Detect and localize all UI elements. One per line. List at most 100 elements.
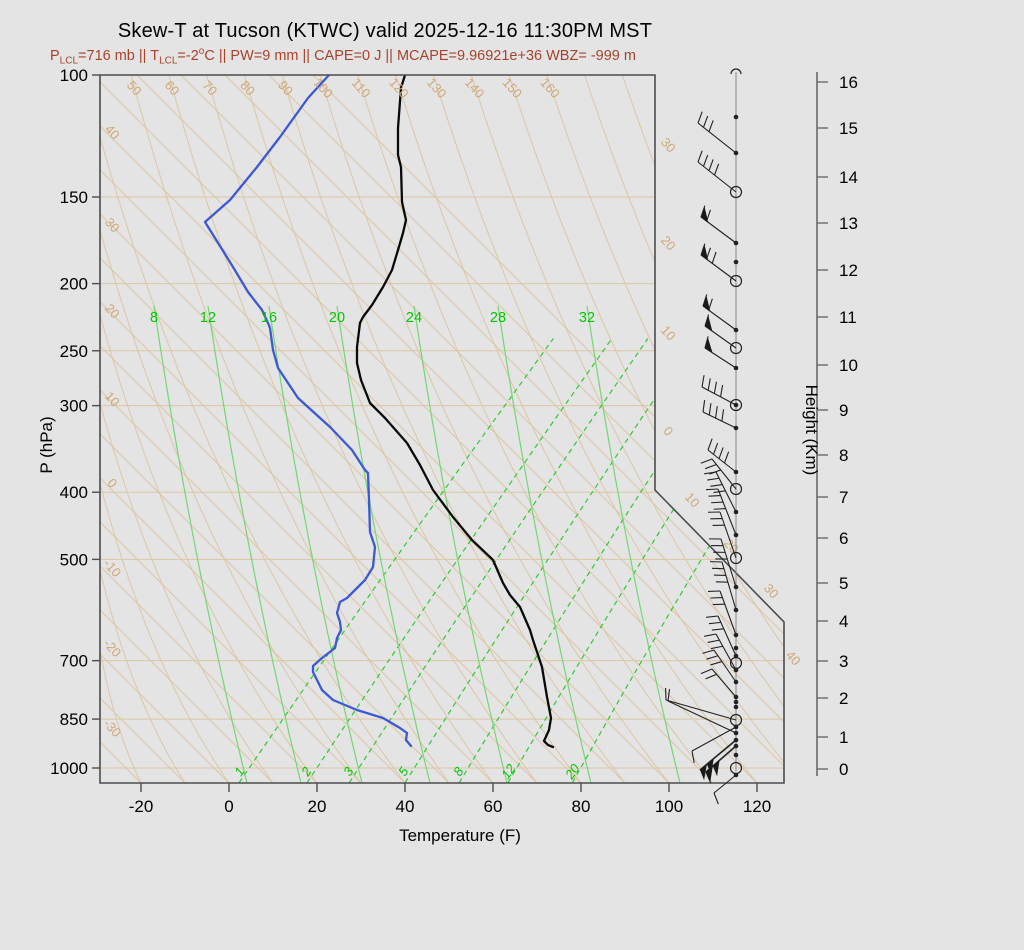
moist-adiabat-line <box>413 305 508 783</box>
mixing-ratio-line <box>404 338 696 783</box>
mixing-ratio-line <box>348 338 649 783</box>
height-tick-label: 10 <box>839 356 858 375</box>
pressure-tick-label: 150 <box>60 188 88 207</box>
isotherm-line <box>100 75 318 783</box>
height-tick-label: 3 <box>839 652 848 671</box>
wind-level-dot <box>733 114 739 120</box>
dry-adiabat-line <box>697 75 784 783</box>
mixing-ratio-label: 5 <box>395 764 412 779</box>
mixing-ratio-line <box>306 338 613 783</box>
wind-barb-flag <box>701 244 709 261</box>
height-tick-label: 9 <box>839 401 848 420</box>
wind-barb-flag <box>700 764 707 781</box>
height-tick-label: 16 <box>839 73 858 92</box>
wind-barb-tick <box>704 633 717 637</box>
moist-adiabat-label: 20 <box>329 310 345 326</box>
dry-adiabat-label-top: 120 <box>386 75 412 101</box>
wind-level-dot <box>733 259 739 265</box>
wind-level-dot <box>733 645 739 651</box>
isotherm-line <box>100 75 714 783</box>
height-tick-label: 7 <box>839 488 848 507</box>
moist-adiabat-line <box>207 305 302 783</box>
wind-barb-staff <box>701 386 737 406</box>
wind-barb-staff <box>719 590 737 636</box>
wind-barb-staff <box>691 726 737 752</box>
isotherm-line <box>100 75 626 783</box>
subtitle-segment: P <box>50 47 60 64</box>
subtitle-segment: LCL <box>59 55 79 67</box>
wind-level-dot <box>733 752 739 758</box>
isotherm-line <box>224 75 784 783</box>
pressure-tick-label: 100 <box>60 66 88 85</box>
dry-adiabat-line <box>100 314 318 783</box>
height-tick-label: 8 <box>839 446 848 465</box>
dry-adiabat-line <box>100 649 142 783</box>
dry-adiabat-label-top: 80 <box>237 78 258 99</box>
wind-barb-staff <box>717 488 737 536</box>
dry-adiabat-label-left: 0 <box>104 475 120 490</box>
height-tick-label: 4 <box>839 612 848 631</box>
wind-barb-tick <box>713 792 719 805</box>
wind-barb-tick <box>708 494 721 497</box>
dry-adiabat-label-left: 40 <box>102 122 123 143</box>
dry-adiabat-label-top: 140 <box>462 75 488 101</box>
temperature-tick-label: 100 <box>655 797 683 816</box>
moist-adiabat-label: 12 <box>200 310 216 326</box>
dry-adiabat-label-top: 90 <box>275 78 296 99</box>
wind-barb-tick <box>702 154 709 167</box>
wind-barb-tick <box>704 471 717 475</box>
pressure-tick-label: 1000 <box>50 759 88 778</box>
dry-adiabat-line <box>395 75 758 783</box>
subtitle-segment: =-2 <box>177 47 199 64</box>
wind-barb-tick <box>708 621 721 625</box>
moist-adiabat-line <box>153 305 248 783</box>
wind-barb-tick <box>713 163 720 176</box>
subtitle-segment: =716 mb || T <box>78 47 160 64</box>
dry-adiabat-label-right: 10 <box>658 323 679 344</box>
dry-adiabat-line <box>281 75 626 783</box>
dry-adiabat-label-left: 30 <box>102 215 123 236</box>
wind-barb-tick <box>721 409 725 422</box>
isotherm-line <box>180 75 784 783</box>
wind-level-circle <box>729 398 743 412</box>
sounding-curves-layer <box>203 75 555 749</box>
wind-level-dot <box>733 704 739 710</box>
mixing-ratio-label: 8 <box>450 764 467 779</box>
wind-level-dot <box>733 699 739 705</box>
height-tick-label: 5 <box>839 574 848 593</box>
isotherm-line <box>0 75 9 783</box>
temperature-tick-label: -20 <box>129 797 154 816</box>
chart-subtitle: PLCL=716 mb || TLCL=-2oC || PW=9 mm || C… <box>50 46 636 67</box>
mixing-ratio-label: 20 <box>561 761 583 783</box>
temperature-tick-label: 20 <box>308 797 327 816</box>
wind-barb-staff <box>717 615 737 657</box>
wind-barb-tick <box>702 115 709 128</box>
wind-barb-flag <box>703 295 711 312</box>
height-tick-label: 12 <box>839 261 858 280</box>
isotherm-line <box>100 75 230 783</box>
dry-adiabat-line <box>100 402 274 783</box>
isotherm-line <box>100 75 362 783</box>
isotherm-line <box>100 75 274 783</box>
wind-barb-tick <box>711 628 724 631</box>
pressure-tick-label: 250 <box>60 342 88 361</box>
wind-barb-tick <box>711 251 717 264</box>
dry-adiabat-label-left: -20 <box>100 636 124 660</box>
wind-barb-tick <box>708 159 714 171</box>
wind-barb-staff <box>697 122 737 154</box>
isotherm-line <box>100 75 494 783</box>
dry-adiabat-label-right: 30 <box>658 135 679 156</box>
wind-barb-tick <box>705 488 719 491</box>
temperature-axis-title: Temperature (F) <box>399 826 521 845</box>
wind-barb-tick <box>704 463 717 470</box>
dry-adiabat-line <box>546 75 784 783</box>
temperature-tick-label: 40 <box>396 797 415 816</box>
dry-adiabat-label-top: 70 <box>200 78 221 99</box>
isotherm-line <box>100 75 758 783</box>
height-tick-label: 2 <box>839 689 848 708</box>
isotherm-label-diagonal: 10 <box>682 490 703 511</box>
mixing-ratio-label: 12 <box>498 761 519 782</box>
height-tick-label: 11 <box>839 308 857 327</box>
